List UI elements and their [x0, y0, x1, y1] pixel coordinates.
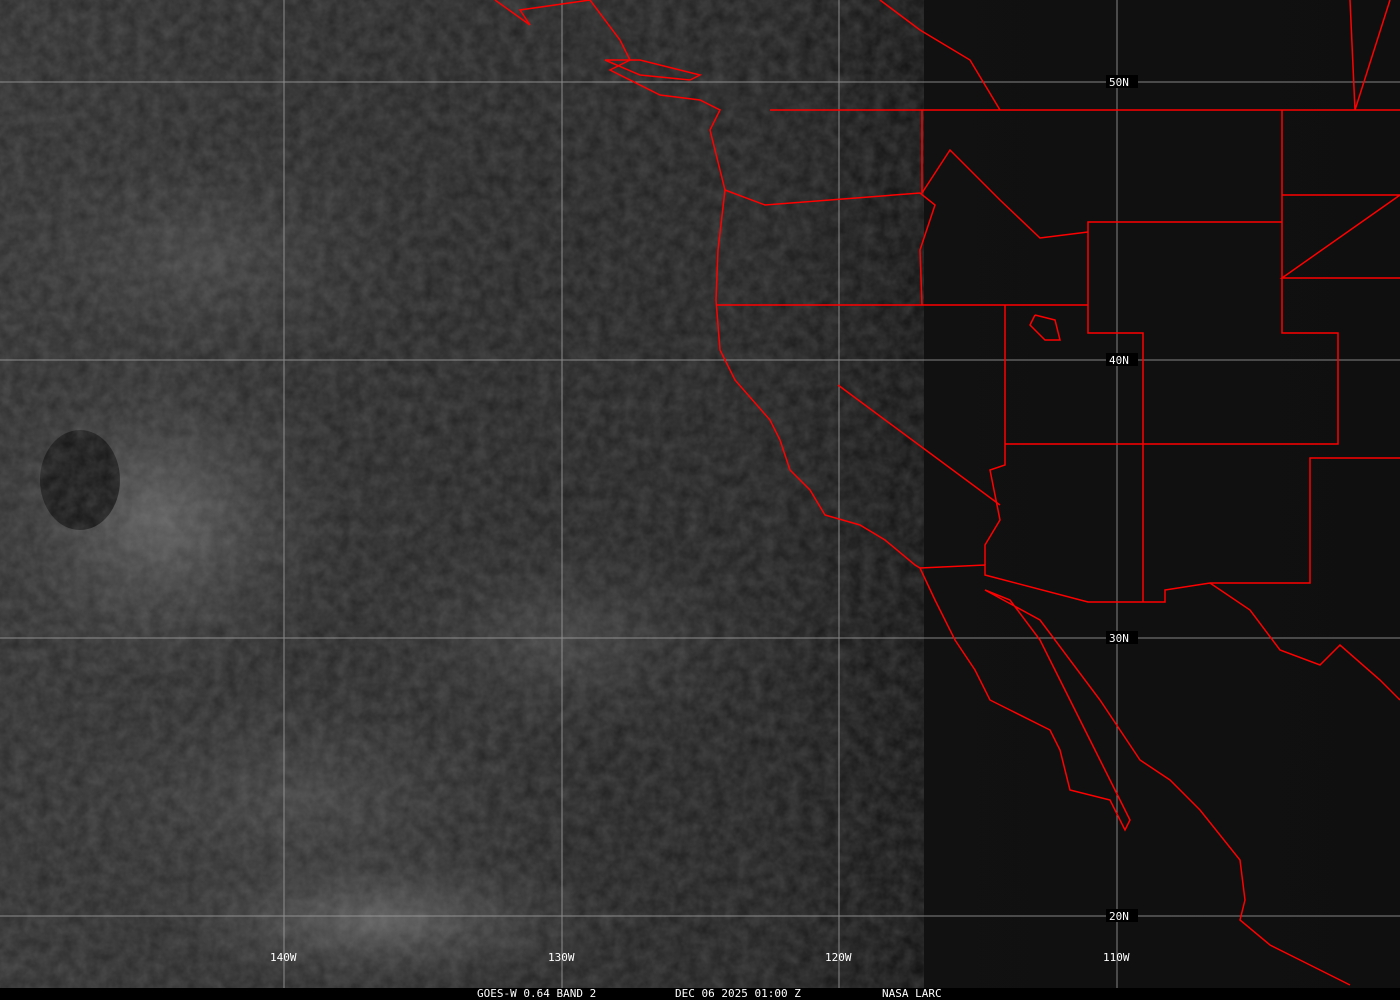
political-boundaries	[494, 0, 1400, 986]
border-us-mexico	[919, 457, 1400, 603]
credit: NASA LARC	[882, 987, 942, 1000]
timestamp: DEC 06 2025 01:00 Z	[675, 987, 801, 1000]
great-salt-lake	[1029, 314, 1061, 341]
cloud-cover	[0, 0, 840, 1000]
mexico-border-east	[1209, 582, 1400, 701]
vancouver-island	[604, 59, 703, 81]
coastline	[494, 0, 1351, 986]
border-ut-az	[1005, 110, 1339, 445]
lat-labels: 50N 40N 30N 20N	[1106, 75, 1138, 923]
lon-labels: 140W 130W 120W 110W	[270, 951, 1130, 964]
border-nv-ut	[1087, 221, 1282, 602]
band-info: GOES-W 0.64 BAND 2	[477, 987, 597, 1000]
lon-label-110w: 110W	[1103, 951, 1130, 964]
lat-label-20n: 20N	[1109, 910, 1129, 923]
canada-coast-north	[879, 0, 1001, 111]
border-ca-nv	[984, 305, 1006, 565]
lat-label-30n: 30N	[1109, 632, 1129, 645]
lat-label-50n: 50N	[1109, 76, 1129, 89]
lat-label-40n: 40N	[1109, 354, 1129, 367]
border-mt	[1349, 0, 1391, 111]
lon-label-120w: 120W	[825, 951, 852, 964]
border-wa-or	[724, 189, 936, 306]
lon-label-130w: 130W	[548, 951, 575, 964]
border-ca-nv-diag	[837, 384, 1001, 506]
caption-bar: GOES-W 0.64 BAND 2 DEC 06 2025 01:00 Z N…	[0, 988, 1400, 1000]
border-id	[921, 110, 1089, 239]
lon-label-140w: 140W	[270, 951, 297, 964]
border-wy	[1279, 194, 1400, 279]
